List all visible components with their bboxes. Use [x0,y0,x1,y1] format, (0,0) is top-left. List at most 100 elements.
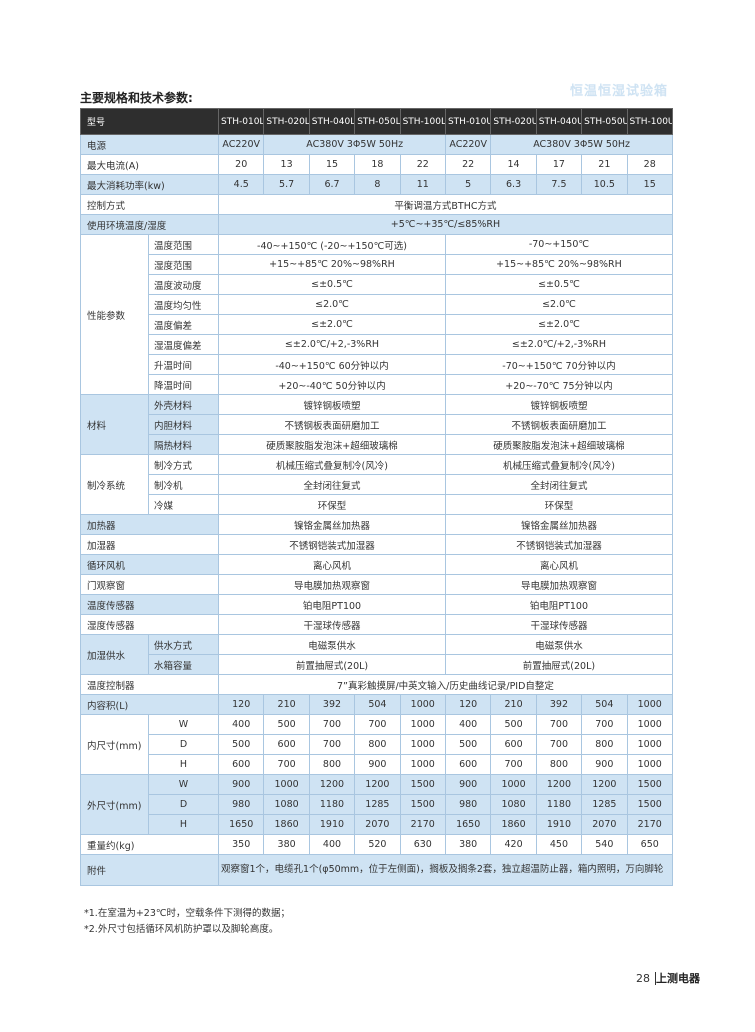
model-header: STH-040U [535,108,583,135]
cell: 电磁泵供水 [444,634,673,655]
cell: 10.5 [581,174,628,195]
cell: 210 [263,694,310,715]
category-label: 恒温恒湿试验箱 [570,84,669,99]
cell: 2170 [399,814,446,835]
cell: 1000 [626,754,673,775]
cell: 平衡调温方式BTHC方式 [218,194,673,215]
cell: -70~+150℃ 70分钟以内 [444,354,673,375]
sub-label: 降温时间 [147,374,220,395]
cell: 7”真彩触摸屏/中英文输入/历史曲线记录/PID自整定 [218,674,673,695]
cell: 520 [354,834,401,855]
sub-label: 制冷方式 [147,454,220,475]
cell: 电磁泵供水 [218,634,446,655]
cell: 1650 [218,814,265,835]
row-label: 控制方式 [79,194,220,215]
cell: 6.7 [308,174,356,195]
cell: 400 [444,714,492,735]
cell: 392 [308,694,356,715]
cell: 1860 [263,814,310,835]
cell: 导电膜加热观察窗 [444,574,673,595]
cell: 1000 [626,714,673,735]
sub-label: 内胆材料 [147,414,220,435]
cell: 前置抽屉式(20L) [218,654,446,675]
row-label: 使用环境温度/湿度 [79,214,220,235]
cell: 1000 [626,734,673,755]
cell: 1500 [626,774,673,795]
cell: 1000 [399,734,446,755]
group-label: 性能参数 [80,234,149,395]
sub-label: H [147,754,220,775]
cell: 导电膜加热观察窗 [218,574,446,595]
row-label: 门观察窗 [79,574,220,595]
cell: 1180 [535,794,583,815]
cell: 700 [490,754,537,775]
cell: 13 [263,154,310,175]
cell: 120 [444,694,492,715]
row-label: 电源 [79,134,220,155]
table-row: 性能参数 温度范围 -40~+150℃ (-20~+150℃可选) -70~+150℃ [80,234,673,395]
table-row: 材料 外壳材料 镀锌钢板喷塑 镀锌钢板喷塑 [80,394,673,455]
model-header: STH-010L [218,108,265,135]
cell: 镀锌钢板喷塑 [218,394,446,415]
cell: 机械压缩式叠复制冷(风冷) [444,454,673,475]
cell: 1200 [581,774,628,795]
table-row: 使用环境温度/湿度 +5℃~+35℃/≤85%RH [79,214,673,235]
group-label: 加湿供水 [80,634,149,675]
cell: 不锈钢铠装式加湿器 [218,534,446,555]
cell: -40~+150℃ 60分钟以内 [218,354,446,375]
row-label: 最大消耗功率(kw) [79,174,220,195]
cell: 500 [218,734,265,755]
sub-label: 制冷机 [147,474,220,495]
cell: 2070 [581,814,628,835]
sub-label: 水箱容量 [147,654,220,675]
table-row: 湿温度偏差 ≤±2.0℃/+2,-3%RH ≤±2.0℃/+2,-3%RH [81,334,673,355]
table-row: 温度控制器 7”真彩触摸屏/中英文输入/历史曲线记录/PID自整定 [79,674,673,695]
row-label: 重量约(kg) [79,834,220,855]
cell: 5 [444,174,492,195]
cell: 镍铬金属丝加热器 [218,514,446,535]
cell: 900 [218,774,265,795]
cell: -40~+150℃ (-20~+150℃可选) [218,234,446,255]
row-label: 最大电流(A) [79,154,220,175]
cell: 420 [490,834,537,855]
cell: 环保型 [444,494,673,515]
cell: 600 [490,734,537,755]
cell: 前置抽屉式(20L) [444,654,673,675]
table-row: 控制方式 平衡调温方式BTHC方式 [79,194,673,215]
cell: 1650 [444,814,492,835]
cell: 900 [444,774,492,795]
cell: 1500 [399,774,446,795]
cell: 1860 [490,814,537,835]
cell: 700 [263,754,310,775]
model-header: STH-100L [399,108,446,135]
group-label: 制冷系统 [80,454,149,515]
sub-label: D [147,794,220,815]
model-header: STH-010U [444,108,492,135]
sub-label: 冷媒 [147,494,220,515]
cell: 380 [444,834,492,855]
cell: 380 [263,834,310,855]
sub-label: 温度均匀性 [147,294,220,315]
table-row: 内胆材料 不锈钢板表面研磨加工 不锈钢板表面研磨加工 [81,414,673,435]
cell: 硬质聚胺脂发泡沫+超细玻璃棉 [218,434,446,455]
cell: 1080 [263,794,310,815]
sub-label: 隔热材料 [147,434,220,455]
cell: 1000 [626,694,673,715]
cell: 不锈钢板表面研磨加工 [218,414,446,435]
table-row: 湿度传感器 干湿球传感器 干湿球传感器 [79,614,673,635]
cell: AC380V 3Φ5W 50Hz [263,134,446,155]
row-label: 温度控制器 [79,674,220,695]
table-row: 最大电流(A) 20 13 15 18 22 22 14 17 21 28 [79,154,673,175]
cell: 8 [354,174,401,195]
cell: 15 [308,154,356,175]
table-row: 制冷机 全封闭往复式 全封闭往复式 [81,474,673,495]
cell: 504 [581,694,628,715]
table-row: 型号 STH-010L STH-020L STH-040L STH-050L STH-10… [79,108,673,135]
sub-label: W [147,774,220,795]
table-row: 降温时间 +20~-40℃ 50分钟以内 +20~-70℃ 75分钟以内 [81,374,673,395]
cell: 210 [490,694,537,715]
cell: 1285 [354,794,401,815]
cell: 500 [444,734,492,755]
cell: 环保型 [218,494,446,515]
cell: +5℃~+35℃/≤85%RH [218,214,673,235]
